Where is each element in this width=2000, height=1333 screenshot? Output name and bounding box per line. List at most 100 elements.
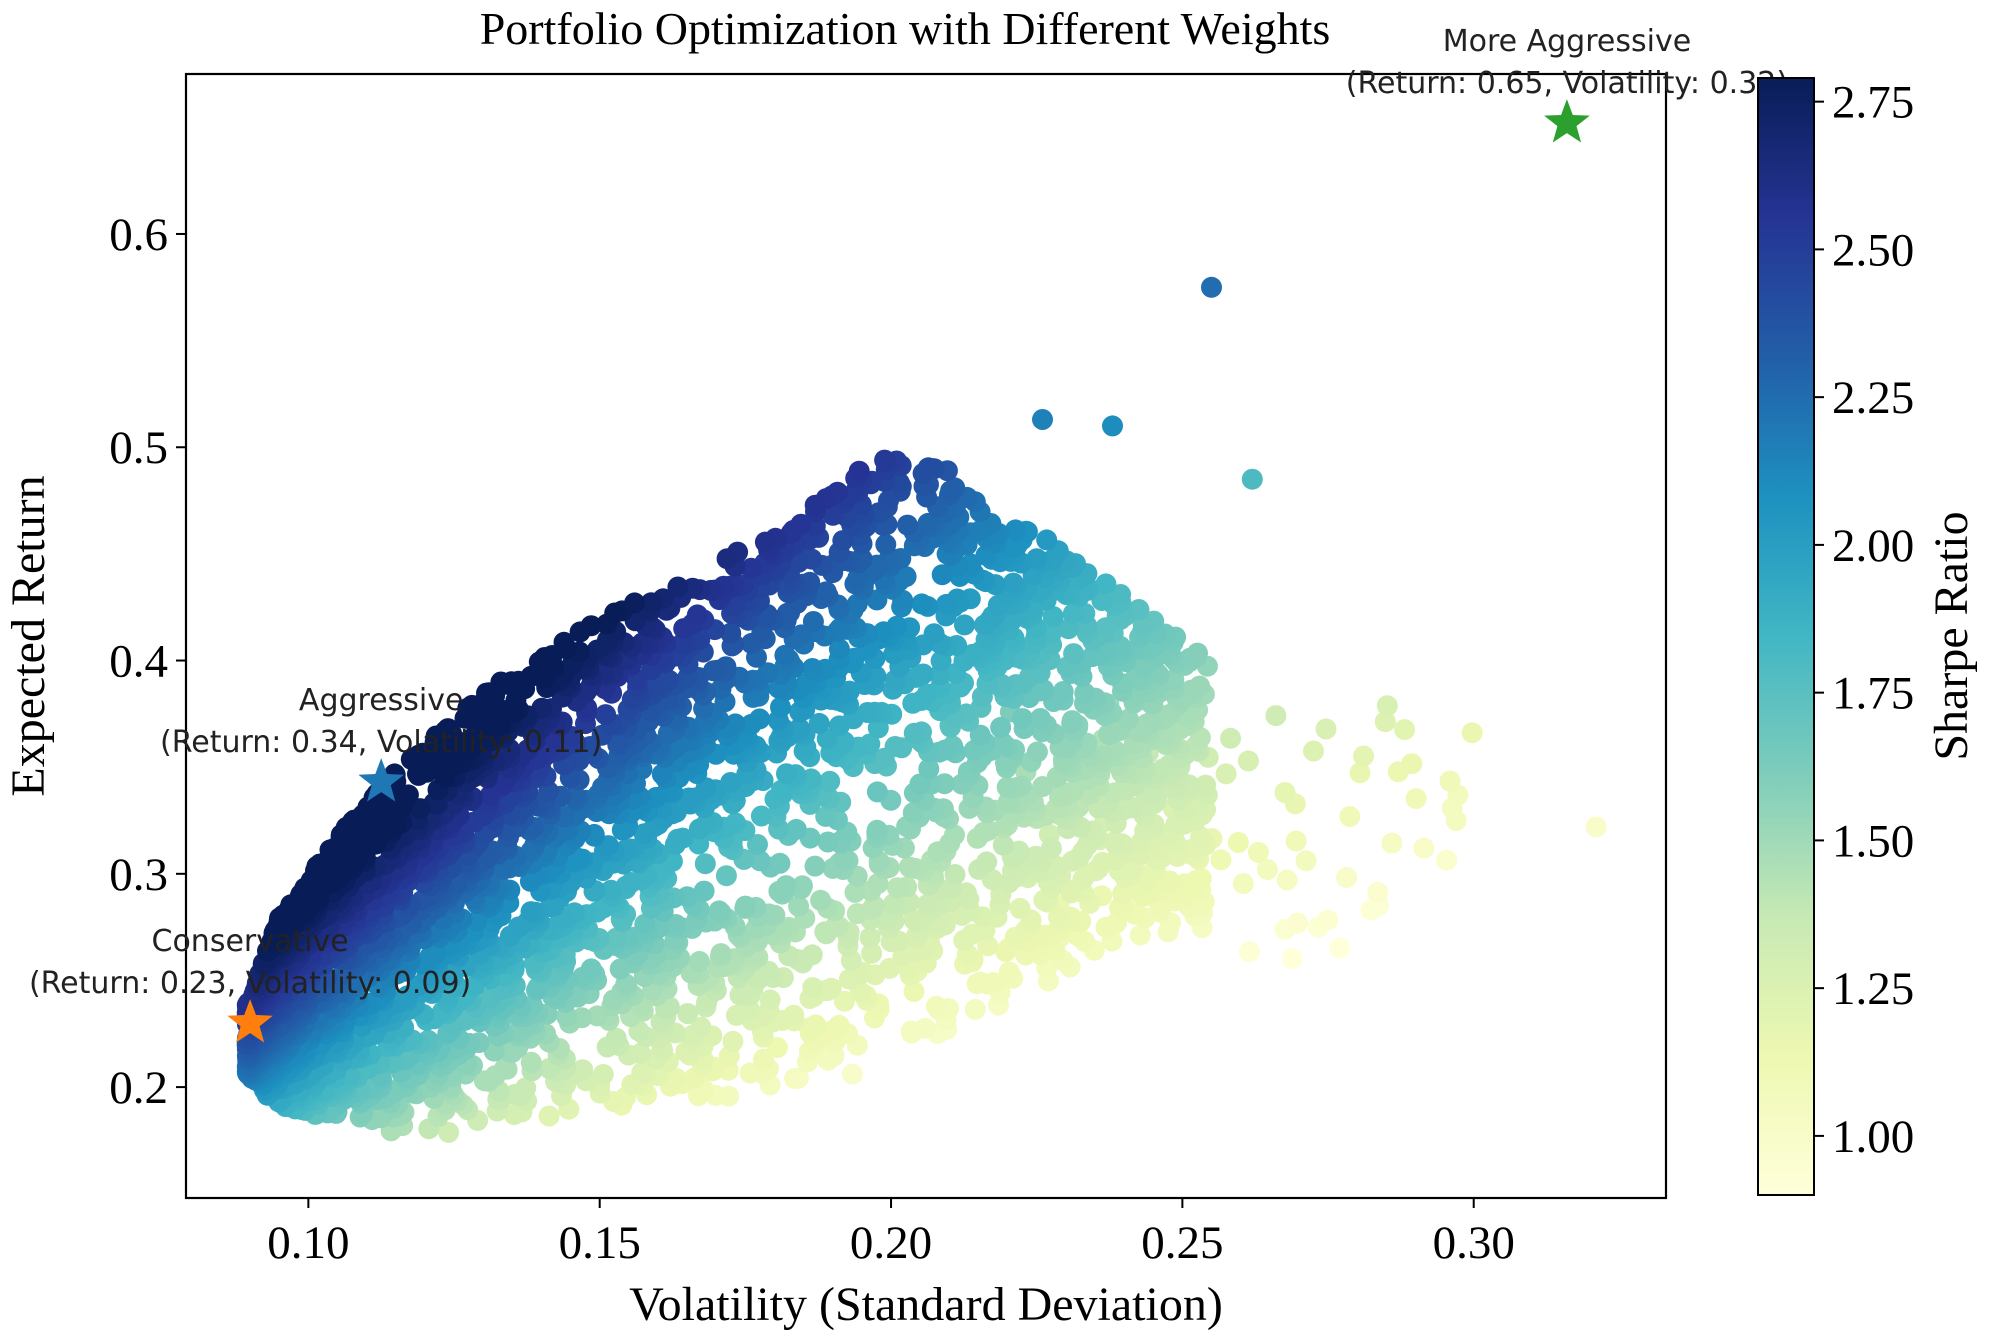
portfolio-point bbox=[335, 817, 357, 838]
portfolio-point bbox=[515, 1077, 537, 1099]
portfolio-point bbox=[925, 995, 947, 1017]
x-axis: 0.10 0.15 0.20 0.25 0.30 bbox=[267, 1198, 1515, 1269]
portfolio-point bbox=[508, 916, 530, 938]
portfolio-point bbox=[1241, 468, 1263, 490]
portfolio-point bbox=[1062, 603, 1084, 625]
portfolio-point bbox=[923, 623, 945, 645]
chart-title: Portfolio Optimization with Different We… bbox=[480, 3, 1331, 54]
aggressive-annotation-title: Aggressive bbox=[299, 683, 464, 718]
portfolio-point bbox=[1104, 830, 1126, 852]
x-tick-label: 0.20 bbox=[850, 1217, 932, 1269]
portfolio-point bbox=[944, 824, 965, 846]
portfolio-point bbox=[828, 638, 850, 660]
portfolio-point bbox=[1285, 830, 1307, 852]
portfolio-point bbox=[1256, 859, 1278, 881]
portfolio-point bbox=[859, 927, 881, 949]
highlighted-portfolios: Conservative (Return: 0.23, Volatility: 0… bbox=[29, 24, 1788, 1043]
portfolio-point bbox=[879, 957, 900, 979]
portfolio-point bbox=[844, 881, 866, 903]
portfolio-point bbox=[750, 805, 772, 827]
portfolio-point bbox=[874, 449, 896, 471]
portfolio-point bbox=[592, 1063, 614, 1085]
portfolio-point bbox=[817, 831, 839, 853]
portfolio-point bbox=[667, 576, 689, 598]
portfolio-point bbox=[609, 958, 631, 980]
portfolio-point bbox=[671, 633, 693, 655]
portfolio-point bbox=[457, 697, 479, 719]
x-tick-label: 0.25 bbox=[1141, 1217, 1223, 1269]
portfolio-point bbox=[1189, 727, 1211, 749]
portfolio-point bbox=[788, 717, 810, 739]
aggressive-star-icon bbox=[358, 758, 404, 802]
portfolio-point bbox=[1303, 740, 1324, 762]
portfolio-point bbox=[1052, 681, 1074, 702]
portfolio-point bbox=[866, 819, 888, 841]
portfolio-point bbox=[828, 1014, 850, 1036]
portfolio-point bbox=[1413, 837, 1435, 859]
portfolio-point bbox=[998, 961, 1020, 983]
portfolio-point bbox=[1210, 849, 1232, 871]
portfolio-point bbox=[1040, 837, 1062, 859]
portfolio-point bbox=[759, 989, 781, 1011]
portfolio-point bbox=[1190, 826, 1211, 848]
portfolio-point bbox=[595, 704, 617, 726]
portfolio-point bbox=[828, 715, 850, 737]
portfolio-point bbox=[651, 763, 673, 785]
portfolio-point bbox=[801, 658, 823, 679]
portfolio-point bbox=[1098, 723, 1119, 745]
y-axis-label: Expected Return bbox=[2, 475, 55, 796]
colorbar-gradient bbox=[1757, 77, 1815, 1196]
portfolio-point bbox=[770, 696, 791, 718]
portfolio-point bbox=[1376, 695, 1398, 717]
portfolio-point bbox=[917, 457, 939, 479]
portfolio-point bbox=[1287, 912, 1309, 934]
portfolio-point bbox=[944, 864, 966, 885]
portfolio-point bbox=[774, 644, 796, 666]
more-aggressive-annotation-title: More Aggressive bbox=[1443, 24, 1691, 59]
portfolio-point bbox=[788, 895, 810, 917]
portfolio-point bbox=[473, 1070, 495, 1092]
portfolio-point bbox=[1439, 770, 1461, 792]
portfolio-point bbox=[528, 651, 550, 673]
portfolio-point bbox=[990, 716, 1012, 738]
portfolio-point bbox=[553, 631, 575, 653]
portfolio-point bbox=[916, 683, 938, 705]
portfolio-point bbox=[1394, 719, 1416, 741]
portfolio-point bbox=[694, 853, 716, 875]
portfolio-point bbox=[884, 736, 906, 757]
portfolio-point bbox=[605, 1027, 627, 1049]
portfolio-point bbox=[494, 1057, 516, 1079]
portfolio-point bbox=[740, 713, 762, 735]
portfolio-point bbox=[875, 534, 897, 555]
portfolio-point bbox=[992, 834, 1014, 856]
portfolio-point bbox=[808, 712, 830, 734]
portfolio-point bbox=[1461, 722, 1483, 744]
portfolio-point bbox=[1012, 708, 1034, 730]
portfolio-point bbox=[873, 621, 895, 643]
portfolio-point bbox=[916, 894, 938, 916]
portfolio-point bbox=[1295, 850, 1317, 872]
portfolio-point bbox=[866, 781, 888, 803]
portfolio-point bbox=[688, 950, 710, 972]
portfolio-point bbox=[810, 889, 832, 911]
portfolio-point bbox=[520, 1051, 542, 1073]
conservative-star-icon bbox=[227, 999, 273, 1043]
portfolio-point bbox=[734, 895, 756, 917]
portfolio-point bbox=[710, 943, 732, 965]
y-axis: 0.2 0.3 0.4 0.5 0.6 bbox=[109, 209, 186, 1114]
portfolio-point bbox=[819, 770, 841, 792]
portfolio-point bbox=[1042, 606, 1064, 627]
portfolio-point bbox=[846, 903, 868, 925]
x-tick-label: 0.10 bbox=[267, 1217, 349, 1269]
portfolio-point bbox=[1201, 276, 1222, 298]
portfolio-point bbox=[572, 1059, 594, 1081]
portfolio-point bbox=[1353, 745, 1375, 767]
colorbar-tick-label: 2.50 bbox=[1832, 224, 1914, 276]
portfolio-point bbox=[667, 828, 689, 850]
colorbar-label: Sharpe Ratio bbox=[1925, 511, 1978, 760]
colorbar-tick-label: 2.75 bbox=[1832, 77, 1914, 129]
portfolio-point bbox=[848, 460, 870, 482]
portfolio-point bbox=[861, 942, 883, 964]
portfolio-point bbox=[1281, 948, 1303, 970]
y-tick-label: 0.3 bbox=[109, 849, 168, 901]
